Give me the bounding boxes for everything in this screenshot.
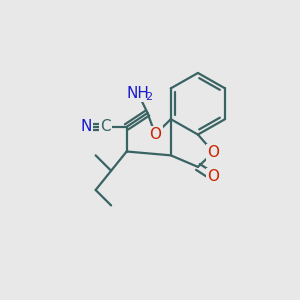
Text: NH: NH (127, 86, 150, 101)
Text: O: O (207, 169, 219, 184)
Text: N: N (81, 119, 92, 134)
Text: 2: 2 (146, 92, 153, 102)
Text: C: C (100, 119, 111, 134)
Text: O: O (207, 145, 219, 160)
Text: O: O (149, 127, 161, 142)
